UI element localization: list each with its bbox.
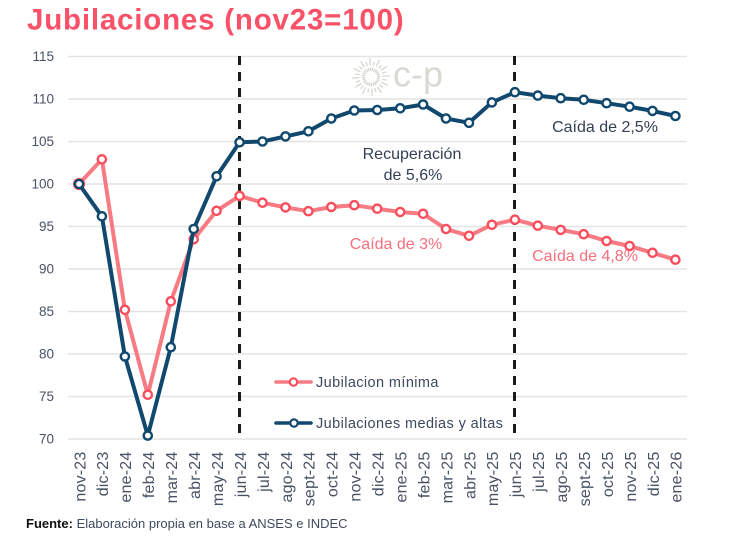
svg-text:oct-25: oct-25 <box>600 452 617 498</box>
svg-text:feb-25: feb-25 <box>416 452 433 499</box>
svg-text:80: 80 <box>39 346 54 361</box>
svg-text:70: 70 <box>39 431 54 446</box>
svg-text:75: 75 <box>39 389 54 404</box>
svg-text:jul-24: jul-24 <box>256 452 273 493</box>
svg-text:sept-24: sept-24 <box>302 452 319 507</box>
svg-text:dic-23: dic-23 <box>95 452 112 497</box>
svg-text:nov-23: nov-23 <box>72 452 89 502</box>
svg-text:110: 110 <box>32 91 54 106</box>
svg-text:mar-24: mar-24 <box>164 452 181 504</box>
svg-text:jul-25: jul-25 <box>531 452 548 493</box>
svg-text:Caída de 4,8%: Caída de 4,8% <box>532 248 638 265</box>
svg-text:dic-24: dic-24 <box>371 452 388 497</box>
svg-text:oct-24: oct-24 <box>325 452 342 498</box>
svg-text:sept-25: sept-25 <box>577 452 594 507</box>
svg-text:ene-24: ene-24 <box>118 452 135 503</box>
svg-text:Jubilaciones (nov23=100): Jubilaciones (nov23=100) <box>27 4 404 37</box>
svg-text:feb-24: feb-24 <box>141 452 158 499</box>
svg-text:ago-24: ago-24 <box>279 452 296 503</box>
svg-text:c-p: c-p <box>393 54 443 95</box>
svg-text:mar-25: mar-25 <box>439 452 456 504</box>
svg-text:may-25: may-25 <box>485 452 502 507</box>
svg-text:jun-25: jun-25 <box>508 452 525 499</box>
svg-text:abr-24: abr-24 <box>187 452 204 499</box>
svg-text:100: 100 <box>31 176 54 191</box>
svg-text:Jubilaciones medias y altas: Jubilaciones medias y altas <box>316 416 503 432</box>
svg-text:ago-25: ago-25 <box>554 452 571 503</box>
svg-text:nov-24: nov-24 <box>348 452 365 502</box>
svg-text:105: 105 <box>31 134 54 149</box>
svg-text:95: 95 <box>39 219 54 234</box>
svg-text:may-24: may-24 <box>210 452 227 507</box>
svg-text:abr-25: abr-25 <box>462 452 479 499</box>
svg-text:ene-25: ene-25 <box>394 452 411 503</box>
svg-text:Fuente: Elaboración propia en: Fuente: Elaboración propia en base a ANS… <box>26 516 348 531</box>
svg-text:dic-25: dic-25 <box>646 452 663 497</box>
svg-text:Caída de 2,5%: Caída de 2,5% <box>552 119 658 136</box>
svg-text:ene-26: ene-26 <box>669 452 686 503</box>
svg-text:de 5,6%: de 5,6% <box>384 167 443 184</box>
svg-text:jun-24: jun-24 <box>233 452 250 499</box>
svg-text:85: 85 <box>39 304 54 319</box>
svg-text:Caída de 3%: Caída de 3% <box>350 236 443 253</box>
svg-text:Jubilacion mínima: Jubilacion mínima <box>316 375 439 391</box>
svg-text:nov-25: nov-25 <box>623 452 640 502</box>
svg-text:115: 115 <box>32 49 54 64</box>
svg-text:90: 90 <box>39 261 54 276</box>
svg-text:Recuperación: Recuperación <box>363 146 462 163</box>
